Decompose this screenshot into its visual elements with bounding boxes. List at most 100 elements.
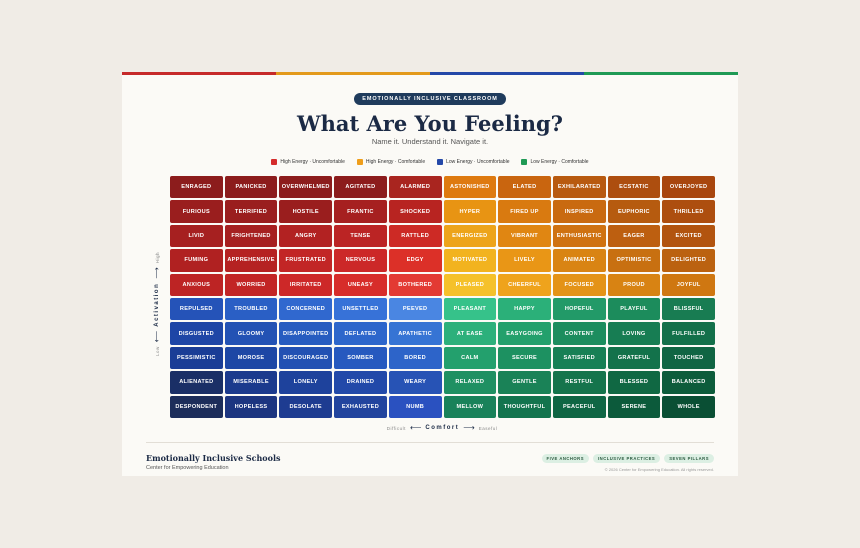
feeling-cell[interactable]: Disgusted bbox=[170, 322, 223, 345]
feeling-cell[interactable]: Troubled bbox=[224, 297, 278, 321]
feeling-cell[interactable]: Inspired bbox=[552, 200, 606, 223]
feeling-cell[interactable]: Apprehensive bbox=[224, 249, 278, 272]
feeling-cell[interactable]: Happy bbox=[498, 297, 551, 321]
feeling-cell[interactable]: Pessimistic bbox=[170, 346, 223, 370]
feeling-cell[interactable]: Frantic bbox=[334, 200, 387, 223]
tag-five-anchors[interactable]: Five Anchors bbox=[541, 454, 590, 463]
feeling-cell[interactable]: Overjoyed bbox=[662, 176, 715, 199]
feeling-cell[interactable]: Loving bbox=[607, 322, 661, 345]
feeling-cell[interactable]: Playful bbox=[607, 297, 661, 321]
feeling-cell[interactable]: Pleased bbox=[443, 273, 497, 296]
feeling-cell[interactable]: Lively bbox=[498, 249, 551, 272]
feeling-cell[interactable]: Easygoing bbox=[498, 322, 551, 345]
feeling-cell[interactable]: Satisfied bbox=[552, 346, 606, 370]
feeling-cell[interactable]: Delighted bbox=[662, 249, 715, 272]
feeling-cell[interactable]: Alarmed bbox=[388, 176, 442, 199]
feeling-cell[interactable]: Proud bbox=[607, 273, 661, 296]
feeling-cell[interactable]: Exhausted bbox=[334, 395, 387, 418]
feeling-cell[interactable]: Desolate bbox=[279, 395, 333, 418]
feeling-cell[interactable]: Elated bbox=[498, 176, 551, 199]
feeling-cell[interactable]: Bored bbox=[388, 346, 442, 370]
feeling-cell[interactable]: Disappointed bbox=[279, 322, 333, 345]
feeling-cell[interactable]: Lonely bbox=[279, 371, 333, 394]
feeling-cell[interactable]: Peeved bbox=[388, 297, 442, 321]
feeling-cell[interactable]: Rattled bbox=[388, 224, 442, 248]
feeling-cell[interactable]: Ecstatic bbox=[607, 176, 661, 199]
feeling-cell[interactable]: Irritated bbox=[279, 273, 333, 296]
feeling-cell[interactable]: Uneasy bbox=[334, 273, 387, 296]
feeling-cell[interactable]: Terrified bbox=[224, 200, 278, 223]
feeling-cell[interactable]: Alienated bbox=[170, 371, 223, 394]
feeling-cell[interactable]: Agitated bbox=[334, 176, 387, 199]
feeling-cell[interactable]: Energized bbox=[443, 224, 497, 248]
feeling-cell[interactable]: Unsettled bbox=[334, 297, 387, 321]
feeling-cell[interactable]: Nervous bbox=[334, 249, 387, 272]
feeling-cell[interactable]: Eager bbox=[607, 224, 661, 248]
feeling-cell[interactable]: Discouraged bbox=[279, 346, 333, 370]
feeling-cell[interactable]: Morose bbox=[224, 346, 278, 370]
feeling-cell[interactable]: Hyper bbox=[443, 200, 497, 223]
feeling-cell[interactable]: Relaxed bbox=[443, 371, 497, 394]
feeling-cell[interactable]: Anxious bbox=[170, 273, 223, 296]
feeling-cell[interactable]: Calm bbox=[443, 346, 497, 370]
feeling-cell[interactable]: Angry bbox=[279, 224, 333, 248]
feeling-cell[interactable]: Motivated bbox=[443, 249, 497, 272]
feeling-cell[interactable]: Grateful bbox=[607, 346, 661, 370]
feeling-cell[interactable]: Apathetic bbox=[388, 322, 442, 345]
feeling-cell[interactable]: Worried bbox=[224, 273, 278, 296]
feeling-cell[interactable]: Drained bbox=[334, 371, 387, 394]
feeling-cell[interactable]: At Ease bbox=[443, 322, 497, 345]
feeling-cell[interactable]: Gloomy bbox=[224, 322, 278, 345]
tag-seven-pillars[interactable]: Seven Pillars bbox=[664, 454, 714, 463]
feeling-cell[interactable]: Fuming bbox=[170, 249, 223, 272]
feeling-cell[interactable]: Joyful bbox=[662, 273, 715, 296]
feeling-cell[interactable]: Bothered bbox=[388, 273, 442, 296]
feeling-cell[interactable]: Touched bbox=[662, 346, 715, 370]
feeling-cell[interactable]: Shocked bbox=[388, 200, 442, 223]
feeling-cell[interactable]: Blessed bbox=[607, 371, 661, 394]
feeling-cell[interactable]: Serene bbox=[607, 395, 661, 418]
feeling-cell[interactable]: Fired Up bbox=[498, 200, 551, 223]
feeling-cell[interactable]: Cheerful bbox=[498, 273, 551, 296]
feeling-cell[interactable]: Livid bbox=[170, 224, 223, 248]
feeling-cell[interactable]: Thrilled bbox=[662, 200, 715, 223]
feeling-cell[interactable]: Animated bbox=[552, 249, 606, 272]
feeling-cell[interactable]: Miserable bbox=[224, 371, 278, 394]
feeling-cell[interactable]: Secure bbox=[498, 346, 551, 370]
feeling-cell[interactable]: Mellow bbox=[443, 395, 497, 418]
feeling-cell[interactable]: Restful bbox=[552, 371, 606, 394]
feeling-cell[interactable]: Optimistic bbox=[607, 249, 661, 272]
tag-inclusive-practices[interactable]: Inclusive Practices bbox=[593, 454, 661, 463]
feeling-cell[interactable]: Focused bbox=[552, 273, 606, 296]
feeling-cell[interactable]: Content bbox=[552, 322, 606, 345]
feeling-cell[interactable]: Numb bbox=[388, 395, 442, 418]
feeling-cell[interactable]: Frightened bbox=[224, 224, 278, 248]
feeling-cell[interactable]: Enthusiastic bbox=[552, 224, 606, 248]
feeling-cell[interactable]: Balanced bbox=[662, 371, 715, 394]
feeling-cell[interactable]: Blissful bbox=[662, 297, 715, 321]
feeling-cell[interactable]: Weary bbox=[388, 371, 442, 394]
feeling-cell[interactable]: Somber bbox=[334, 346, 387, 370]
feeling-cell[interactable]: Panicked bbox=[224, 176, 278, 199]
feeling-cell[interactable]: Thoughtful bbox=[498, 395, 551, 418]
feeling-cell[interactable]: Hostile bbox=[279, 200, 333, 223]
feeling-cell[interactable]: Edgy bbox=[388, 249, 442, 272]
feeling-cell[interactable]: Astonished bbox=[443, 176, 497, 199]
feeling-cell[interactable]: Peaceful bbox=[552, 395, 606, 418]
feeling-cell[interactable]: Fulfilled bbox=[662, 322, 715, 345]
feeling-cell[interactable]: Despondent bbox=[170, 395, 223, 418]
feeling-cell[interactable]: Concerned bbox=[279, 297, 333, 321]
feeling-cell[interactable]: Frustrated bbox=[279, 249, 333, 272]
feeling-cell[interactable]: Furious bbox=[170, 200, 223, 223]
feeling-cell[interactable]: Enraged bbox=[170, 176, 223, 199]
feeling-cell[interactable]: Hopeful bbox=[552, 297, 606, 321]
feeling-cell[interactable]: Euphoric bbox=[607, 200, 661, 223]
feeling-cell[interactable]: Hopeless bbox=[224, 395, 278, 418]
feeling-cell[interactable]: Repulsed bbox=[170, 297, 223, 321]
feeling-cell[interactable]: Gentle bbox=[498, 371, 551, 394]
feeling-cell[interactable]: Tense bbox=[334, 224, 387, 248]
feeling-cell[interactable]: Exhilarated bbox=[552, 176, 606, 199]
feeling-cell[interactable]: Excited bbox=[662, 224, 715, 248]
feeling-cell[interactable]: Overwhelmed bbox=[279, 176, 333, 199]
feeling-cell[interactable]: Whole bbox=[662, 395, 715, 418]
